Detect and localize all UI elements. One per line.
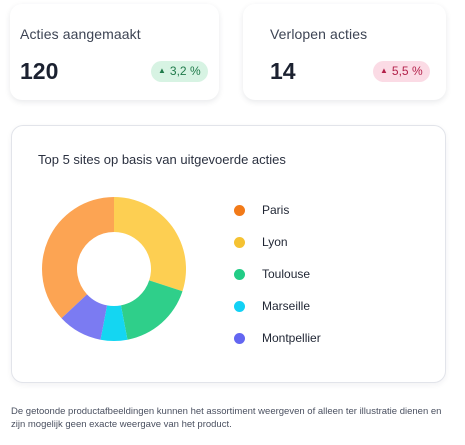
change-badge: ▲ 5,5 % — [373, 61, 430, 82]
legend-dot-icon — [234, 268, 245, 280]
legend-label: Lyon — [262, 235, 288, 249]
chart-legend: Paris Lyon Toulouse Marseille Montpellier — [234, 194, 321, 354]
stat-card-created: Acties aangemaakt 120 ▲ 3,2 % — [10, 4, 219, 100]
donut-slice-paris[interactable] — [41, 197, 115, 319]
top-sites-chart-card: Top 5 sites op basis van uitgevoerde act… — [11, 125, 446, 383]
donut-chart — [41, 197, 186, 341]
chart-title: Top 5 sites op basis van uitgevoerde act… — [38, 152, 286, 167]
arrow-up-icon: ▲ — [380, 66, 388, 75]
legend-item-marseille[interactable]: Marseille — [234, 290, 321, 322]
change-value: 3,2 % — [169, 64, 201, 78]
stat-value: 120 — [20, 58, 59, 84]
legend-dot-icon — [234, 204, 245, 216]
donut-slice-marseille[interactable] — [100, 305, 128, 341]
arrow-up-icon: ▲ — [158, 66, 166, 75]
stat-label: Acties aangemaakt — [20, 26, 141, 42]
legend-label: Toulouse — [262, 267, 311, 281]
legend-dot-icon — [234, 236, 245, 248]
donut-slice-toulouse[interactable] — [120, 280, 183, 340]
legend-item-montpellier[interactable]: Montpellier — [234, 322, 321, 354]
legend-label: Marseille — [262, 299, 311, 313]
stat-value: 14 — [270, 58, 296, 84]
legend-dot-icon — [234, 332, 245, 344]
legend-item-toulouse[interactable]: Toulouse — [234, 258, 321, 290]
donut-slice-lyon[interactable] — [114, 197, 186, 292]
disclaimer-text: De getoonde productafbeeldingen kunnen h… — [11, 406, 442, 430]
legend-label: Montpellier — [262, 331, 321, 345]
change-value: 5,5 % — [391, 64, 423, 78]
legend-label: Paris — [262, 203, 290, 217]
stat-label: Verlopen acties — [270, 26, 368, 42]
stat-card-expired: Verlopen acties 14 ▲ 5,5 % — [243, 4, 446, 100]
legend-item-paris[interactable]: Paris — [234, 194, 321, 226]
legend-dot-icon — [234, 300, 245, 312]
donut-slice-montpellier[interactable] — [61, 294, 108, 340]
legend-item-lyon[interactable]: Lyon — [234, 226, 321, 258]
change-badge: ▲ 3,2 % — [151, 61, 208, 82]
